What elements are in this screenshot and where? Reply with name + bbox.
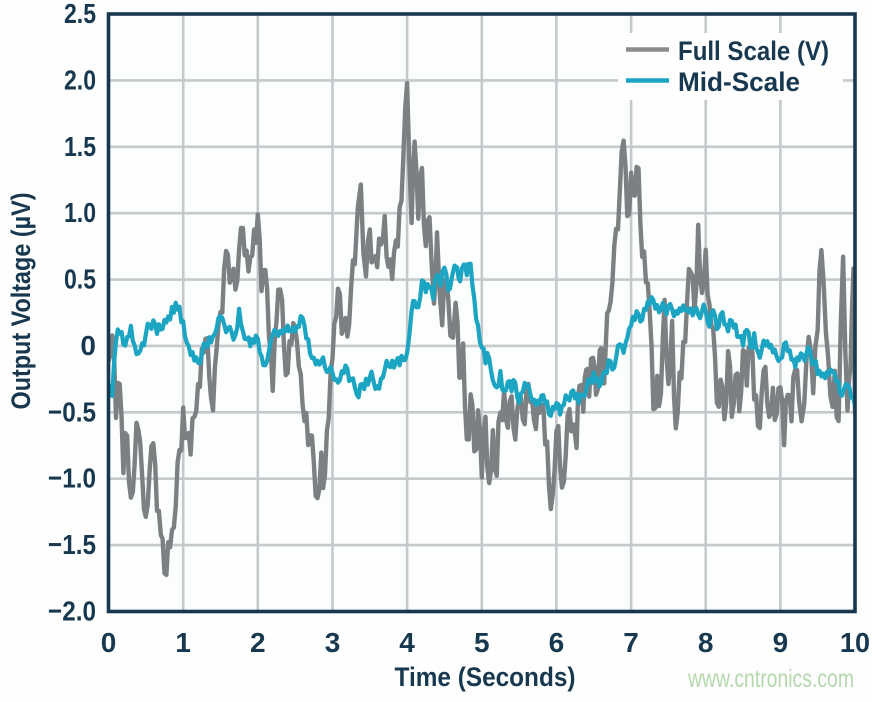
svg-text:0: 0 (80, 330, 96, 361)
svg-text:0.5: 0.5 (64, 264, 96, 295)
svg-text:1.0: 1.0 (64, 197, 96, 228)
svg-text:−1.5: −1.5 (48, 529, 96, 560)
svg-text:0: 0 (101, 627, 117, 658)
svg-text:4: 4 (399, 627, 415, 658)
svg-text:1.5: 1.5 (64, 131, 96, 162)
svg-text:1: 1 (175, 627, 191, 658)
svg-text:8: 8 (698, 627, 714, 658)
svg-text:Mid-Scale: Mid-Scale (678, 67, 800, 97)
svg-text:Time (Seconds): Time (Seconds) (395, 662, 576, 692)
svg-text:www.cntronics.com: www.cntronics.com (687, 665, 854, 693)
svg-text:5: 5 (474, 627, 490, 658)
svg-text:2: 2 (250, 627, 266, 658)
svg-text:−0.5: −0.5 (48, 396, 96, 427)
svg-text:9: 9 (773, 627, 789, 658)
svg-text:Full Scale (V): Full Scale (V) (678, 36, 829, 66)
svg-text:7: 7 (623, 627, 639, 658)
svg-text:−2.0: −2.0 (48, 596, 96, 627)
svg-text:3: 3 (325, 627, 341, 658)
svg-text:−1.0: −1.0 (48, 463, 96, 494)
svg-text:2.0: 2.0 (64, 64, 96, 95)
svg-text:Output Voltage (µV): Output Voltage (µV) (6, 193, 36, 410)
svg-text:10: 10 (840, 627, 870, 658)
svg-text:6: 6 (549, 627, 565, 658)
svg-text:2.5: 2.5 (64, 0, 96, 29)
